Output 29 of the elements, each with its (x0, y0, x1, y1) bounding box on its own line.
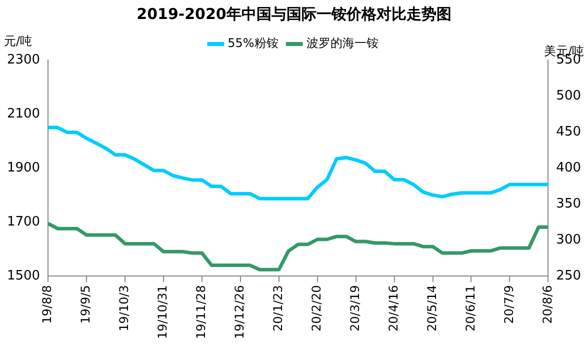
x-tick-label: 20/6/11 (463, 285, 478, 332)
y2-tick-label: 450 (556, 124, 582, 140)
x-tick-label: 20/2/20 (309, 285, 324, 332)
y2-tick-label: 250 (556, 268, 582, 284)
x-tick-label: 20/1/23 (271, 285, 286, 332)
legend-label: 波罗的海一铵 (306, 36, 378, 50)
y2-tick-label: 400 (556, 160, 582, 176)
y-tick-label: 2300 (6, 52, 40, 68)
x-tick-label: 19/10/3 (117, 285, 132, 332)
x-tick-label: 20/8/6 (540, 285, 554, 324)
x-tick-label: 20/7/9 (502, 285, 516, 324)
y-tick-label: 2100 (6, 106, 40, 122)
x-tick-label: 19/9/5 (78, 285, 93, 324)
y2-tick-label: 500 (556, 88, 582, 104)
x-tick-label: 20/3/19 (348, 285, 362, 332)
y-axis-title: 元/吨 (4, 34, 32, 48)
x-tick-label: 20/5/14 (424, 285, 439, 332)
y-tick-label: 1900 (6, 160, 40, 176)
x-tick-label: 19/8/8 (40, 285, 54, 324)
x-tick-label: 20/4/16 (386, 285, 400, 332)
x-tick-label: 19/12/26 (232, 285, 247, 340)
legend-label: 55%粉铵 (228, 36, 278, 50)
y2-tick-label: 300 (556, 232, 582, 248)
y-tick-label: 1700 (6, 214, 40, 230)
x-tick-label: 19/11/28 (194, 285, 208, 340)
y2-tick-label: 350 (556, 196, 582, 212)
y-tick-label: 1500 (6, 268, 40, 284)
chart-title: 2019-2020年中国与国际一铵价格对比走势图 (136, 4, 452, 23)
x-tick-label: 19/10/31 (156, 285, 170, 340)
